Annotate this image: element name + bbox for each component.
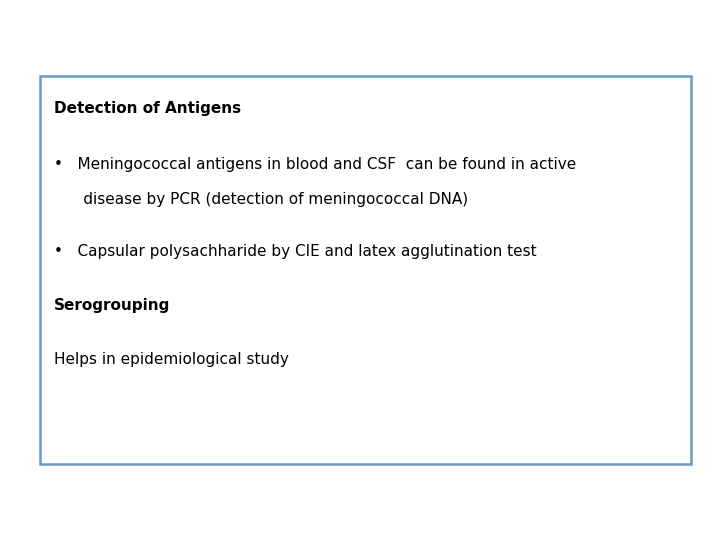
Text: •   Meningococcal antigens in blood and CSF  can be found in active: • Meningococcal antigens in blood and CS… <box>54 157 576 172</box>
Text: disease by PCR (detection of meningococcal DNA): disease by PCR (detection of meningococc… <box>54 192 468 207</box>
Text: Helps in epidemiological study: Helps in epidemiological study <box>54 352 289 367</box>
Text: •   Capsular polysachharide by CIE and latex agglutination test: • Capsular polysachharide by CIE and lat… <box>54 244 536 259</box>
Text: Serogrouping: Serogrouping <box>54 298 171 313</box>
Text: Detection of Antigens: Detection of Antigens <box>54 100 241 116</box>
